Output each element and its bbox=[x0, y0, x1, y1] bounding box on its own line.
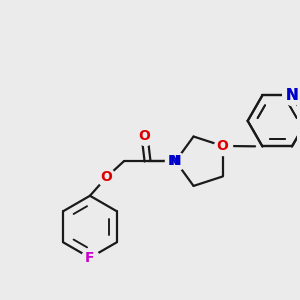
Text: N: N bbox=[168, 154, 179, 168]
Text: N: N bbox=[286, 88, 298, 103]
Text: F: F bbox=[85, 251, 95, 265]
Text: O: O bbox=[139, 129, 151, 143]
Text: N: N bbox=[170, 154, 182, 168]
Text: O: O bbox=[217, 139, 229, 153]
Text: N: N bbox=[286, 88, 298, 103]
Text: O: O bbox=[100, 170, 112, 184]
